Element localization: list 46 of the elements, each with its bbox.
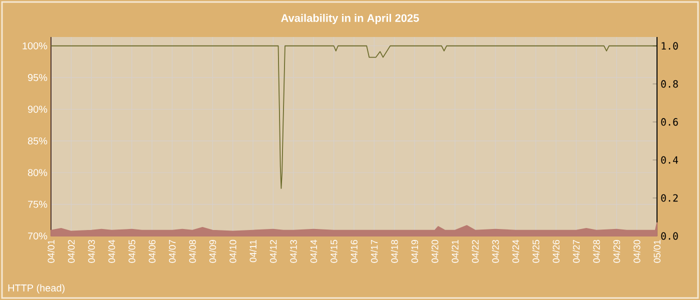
y2-tick-label: 0.4 <box>661 156 678 164</box>
x-tick-label: 04/13 <box>290 240 297 263</box>
y2-tick-label: 0.2 <box>661 194 678 202</box>
x-tick-label: 04/22 <box>472 240 479 263</box>
x-tick-label: 04/23 <box>492 240 499 263</box>
y2-tick-label: 0.6 <box>661 118 678 126</box>
x-tick-label: 04/20 <box>431 240 438 263</box>
x-tick-label: 04/14 <box>310 240 318 263</box>
x-tick-label: 04/30 <box>633 240 640 263</box>
x-tick-label: 04/24 <box>512 240 520 263</box>
y-tick-label: 75% <box>28 200 48 208</box>
x-tick-label: 04/10 <box>229 240 236 263</box>
x-tick-label: 04/06 <box>148 240 156 263</box>
x-tick-label: 04/07 <box>168 240 176 263</box>
x-tick-label: 04/01 <box>48 240 54 263</box>
y-tick-label: 100% <box>22 42 48 50</box>
y-tick-label: 70% <box>28 232 48 240</box>
x-tick-label: 04/26 <box>552 240 560 263</box>
x-tick-label: 04/04 <box>108 240 116 263</box>
x-tick-label: 04/12 <box>270 240 277 263</box>
x-tick-label: 04/25 <box>532 240 540 263</box>
x-tick-label: 05/01 <box>654 240 660 263</box>
x-tick-label: 04/18 <box>390 240 398 263</box>
y2-tick-label: 0.8 <box>661 80 678 88</box>
x-tick-label: 04/27 <box>572 240 580 263</box>
x-tick-label: 04/28 <box>592 240 600 263</box>
chart-title: Availability in in April 2025 <box>281 14 419 24</box>
y-tick-label: 85% <box>28 137 48 144</box>
text: HTTP (head) <box>8 284 64 294</box>
x-tick-label: 04/29 <box>613 240 620 263</box>
y-tick-label: 80% <box>28 169 48 176</box>
y-tick-label: 95% <box>28 74 48 82</box>
y-tick-label: 90% <box>28 106 48 113</box>
x-tick-label: 04/02 <box>68 240 75 263</box>
x-tick-label: 04/08 <box>188 240 196 263</box>
x-tick-label: 04/05 <box>128 240 136 263</box>
y2-tick-label: 1.0 <box>662 42 678 50</box>
x-tick-label: 04/09 <box>209 240 216 263</box>
y2-tick-label: 0.0 <box>661 232 678 240</box>
x-tick-label: 04/11 <box>250 240 256 262</box>
x-tick-label: 04/03 <box>88 240 95 263</box>
x-tick-label: 04/15 <box>330 240 338 263</box>
x-tick-label: 04/19 <box>411 240 418 263</box>
x-tick-label: 04/17 <box>370 240 378 263</box>
x-tick-label: 04/16 <box>350 240 358 263</box>
x-tick-label: 04/21 <box>452 240 458 263</box>
